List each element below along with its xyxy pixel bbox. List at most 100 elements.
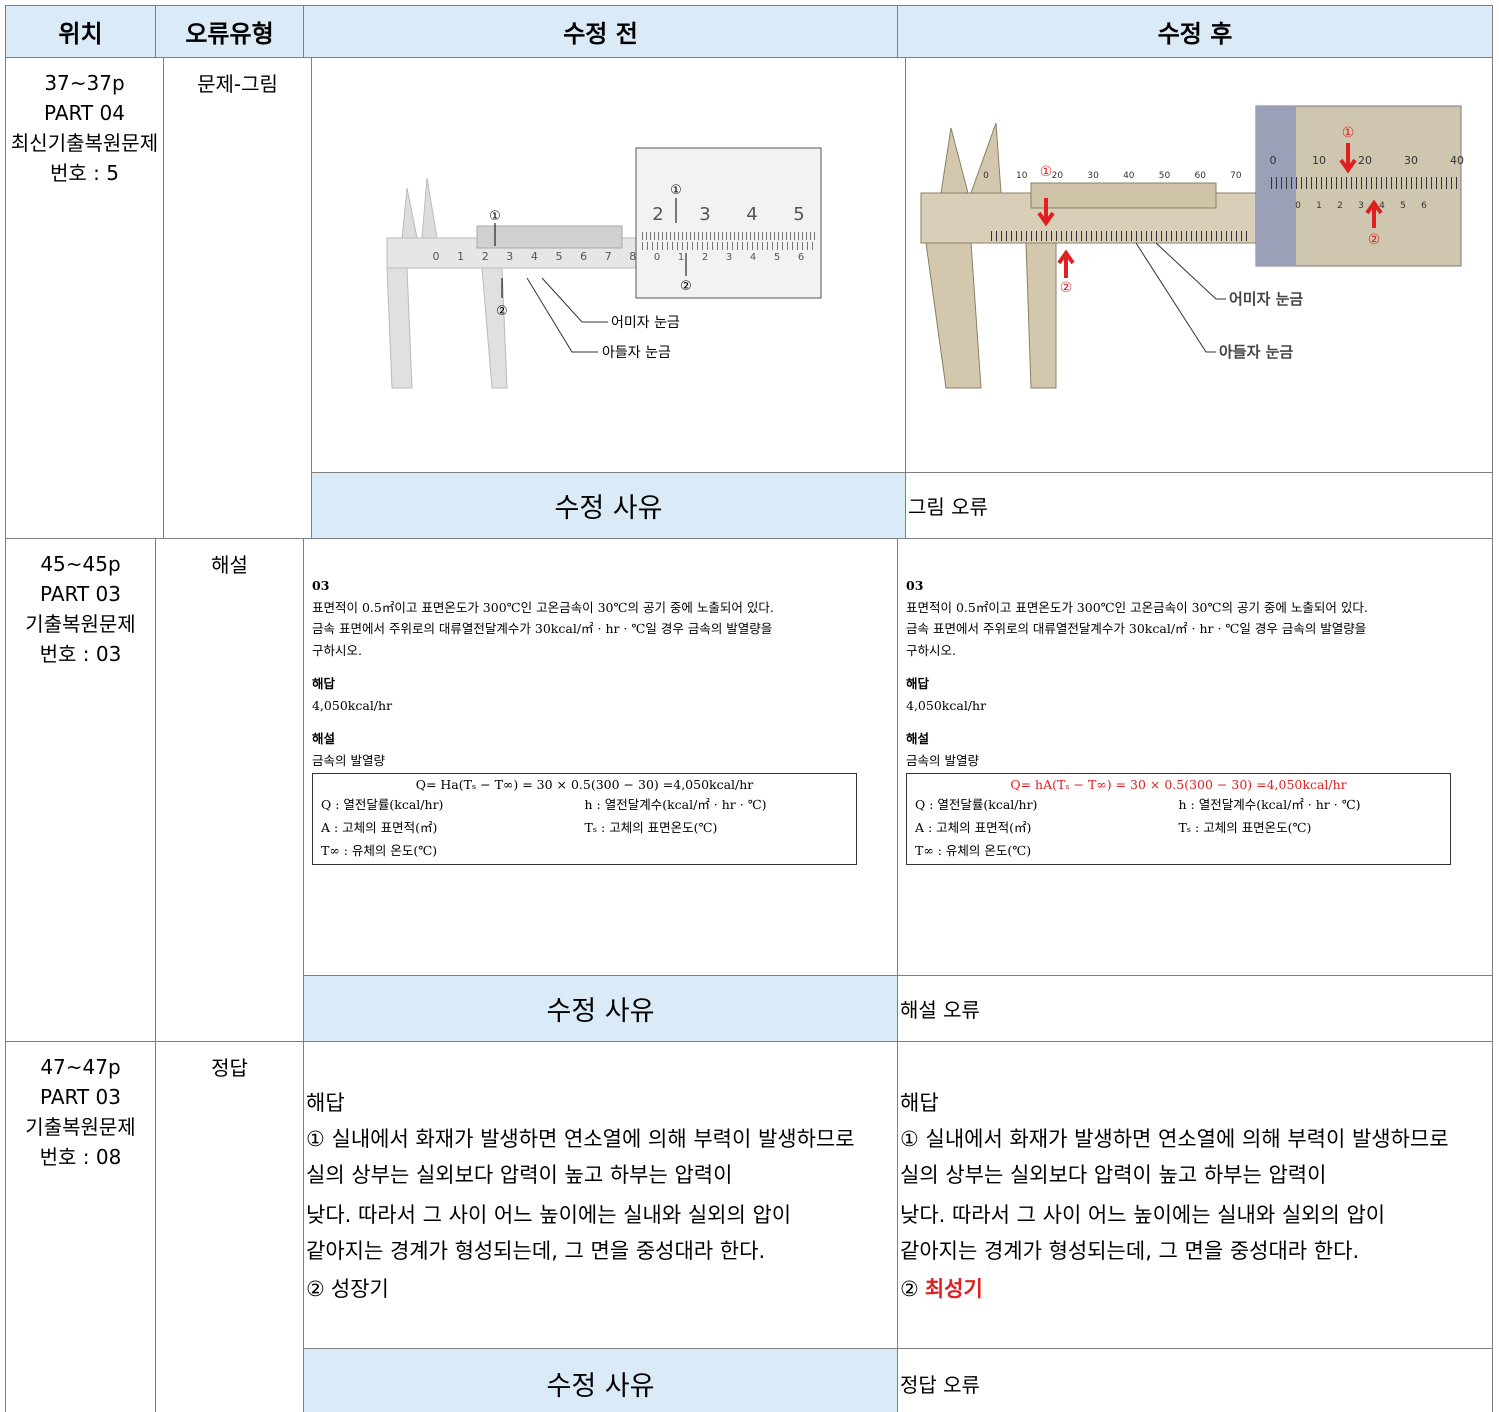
definitions: Q : 열전달률(kcal/hr) h : 열전달계수(kcal/㎡ · hr ·… [915,793,1442,862]
question-line: 표면적이 0.5㎡이고 표면온도가 300℃인 고온금속이 30℃의 공기 중에… [312,599,774,615]
marker: ① [670,183,682,198]
scale-number: 70 [1230,171,1242,181]
location-line: 45~45p [40,552,121,576]
answer-item: ② 성장기 [306,1272,897,1306]
scale-number: 6 [580,250,587,263]
marker: ② [1368,232,1381,248]
figure-label: 아들자 눈금 [602,345,671,361]
answer-line: 낮다. 따라서 그 사이 어느 높이에는 실내와 실외의 압이 [900,1203,1386,1227]
scale-number: 3 [699,204,710,225]
scale-number: 3 [506,250,513,263]
formula: Q= hA(Tₛ − T∞) = 30 × 0.5(300 − 30) =4,0… [1010,777,1347,792]
marker: ② [496,304,508,319]
scale-number: 5 [556,250,563,263]
error-type-cell: 문제-그림 [163,57,312,539]
item-prefix: ② [900,1277,919,1301]
figure-label: 어미자 눈금 [611,315,680,331]
answer: 4,050kcal/hr [906,697,987,713]
scale-number: 30 [1087,171,1099,181]
answer-heading: 해답 [906,676,930,691]
answer-line: 같아지는 경계가 형성되는데, 그 면을 중성대라 한다. [900,1239,1360,1263]
reason-label: 수정 사유 [311,472,906,539]
problem-number: 03 [906,578,924,593]
formula-box: Q= Ha(Tₛ − T∞) = 30 × 0.5(300 − 30) =4,0… [312,773,857,865]
scale-number: 60 [1194,171,1206,181]
outside-jaw [386,267,508,389]
definition: Tₛ : 고체의 표면온도(℃) [1178,820,1312,835]
header-cell: 오류유형 [155,5,304,58]
figure-label: 아들자 눈금 [1219,343,1293,361]
answer-item: ② 최성기 [900,1272,1492,1306]
item-text: 최성기 [924,1277,983,1301]
question-line: 표면적이 0.5㎡이고 표면온도가 300℃인 고온금속이 30℃의 공기 중에… [906,599,1368,615]
scale-number: 30 [1404,154,1418,167]
header-cell: 수정 후 [897,5,1493,58]
reason-label: 수정 사유 [303,975,898,1042]
definition: h : 열전달계수(kcal/㎡ · hr · ℃) [584,797,767,812]
location-line: 최신기출복원문제 [10,131,159,155]
scale-number: 1 [457,250,464,263]
location-line: 번호 : 08 [39,1145,122,1169]
scale-number: 40 [1123,171,1135,181]
figure-label: 어미자 눈금 [1229,290,1303,308]
caliper-figure: ① ② ① ② 어미자 눈금 아들자 눈금 0 10 20 30 40 50 60 700 10… [920,105,1464,389]
answer-line: 실의 상부는 실외보다 압력이 높고 하부는 압력이 [306,1163,733,1187]
marker: ① [489,209,501,224]
inside-jaw [940,122,1002,194]
scale-number: 6 [1421,201,1427,211]
location-cell: 37~37p PART 04 최신기출복원문제 번호 : 5 [5,57,164,539]
header-cell: 수정 전 [303,5,898,58]
scale-number: 50 [1159,171,1171,181]
arrow [1037,198,1055,227]
scale-number: 20 [1052,171,1064,181]
error-type: 해설 [211,553,248,577]
reason-label: 수정 사유 [303,1348,898,1412]
definition: Q : 열전달률(kcal/hr) [321,797,444,812]
scale-number: 8 [629,250,636,263]
scale-number: 0 [1295,201,1301,211]
error-type-cell: 정답 [155,1041,304,1412]
figure-cell: ① ② ① ② 어미자 눈금 아들자 눈금 0 1 2 3 4 5 6 7 8 2 3 4 5 0 1 2 3 4… [311,57,906,473]
outside-jaw [925,242,1057,389]
reason: 그림 오류 [905,472,1493,539]
definition: A : 고체의 표면적(㎡) [321,820,438,835]
scale-number: 4 [531,250,538,263]
definition: T∞ : 유체의 온도(℃) [915,843,1032,858]
scale-number: 7 [605,250,612,263]
leader-line [1155,242,1226,300]
explanation: 금속의 발열량 [312,752,385,768]
scale-number: 20 [1358,154,1372,167]
answer-line: 실의 상부는 실외보다 압력이 높고 하부는 압력이 [900,1163,1327,1187]
scale-number: 4 [746,204,757,225]
leader-line [526,277,598,353]
scale-number: 5 [774,252,780,263]
scale-number: 0 [433,250,440,263]
definition: Tₛ : 고체의 표면온도(℃) [584,820,718,835]
scale-number: 0 [654,252,660,263]
item-text: 성장기 [330,1277,389,1301]
scale-number: 10 [1016,171,1028,181]
error-type-cell: 해설 [155,538,304,1042]
answer-heading: 해답 [900,1091,939,1115]
scale-number: 4 [1379,201,1385,211]
scale-number: 5 [793,204,804,225]
scale-number: 6 [798,252,804,263]
answer-heading: 해답 [312,676,336,691]
definition: h : 열전달계수(kcal/㎡ · hr · ℃) [1178,797,1361,812]
answer-line: 같아지는 경계가 형성되는데, 그 면을 중성대라 한다. [306,1239,766,1263]
location-line: 기출복원문제 [25,612,136,636]
definition: A : 고체의 표면적(㎡) [915,820,1032,835]
leader-line [541,277,608,323]
answer: 4,050kcal/hr [312,697,393,713]
slider [1030,182,1217,209]
scale-number: 2 [1337,201,1343,211]
marker: ② [1060,280,1073,296]
reason: 해설 오류 [897,975,1493,1042]
scale-number: 2 [482,250,489,263]
formula: Q= Ha(Tₛ − T∞) = 30 × 0.5(300 − 30) =4,0… [415,777,754,792]
arrow [1365,199,1383,228]
scale-number: 3 [1358,201,1364,211]
scale-number: 0 [983,171,989,181]
question-line: 금속 표면에서 주위로의 대류열전달계수가 30kcal/㎡ · hr · ℃일… [906,621,1367,636]
